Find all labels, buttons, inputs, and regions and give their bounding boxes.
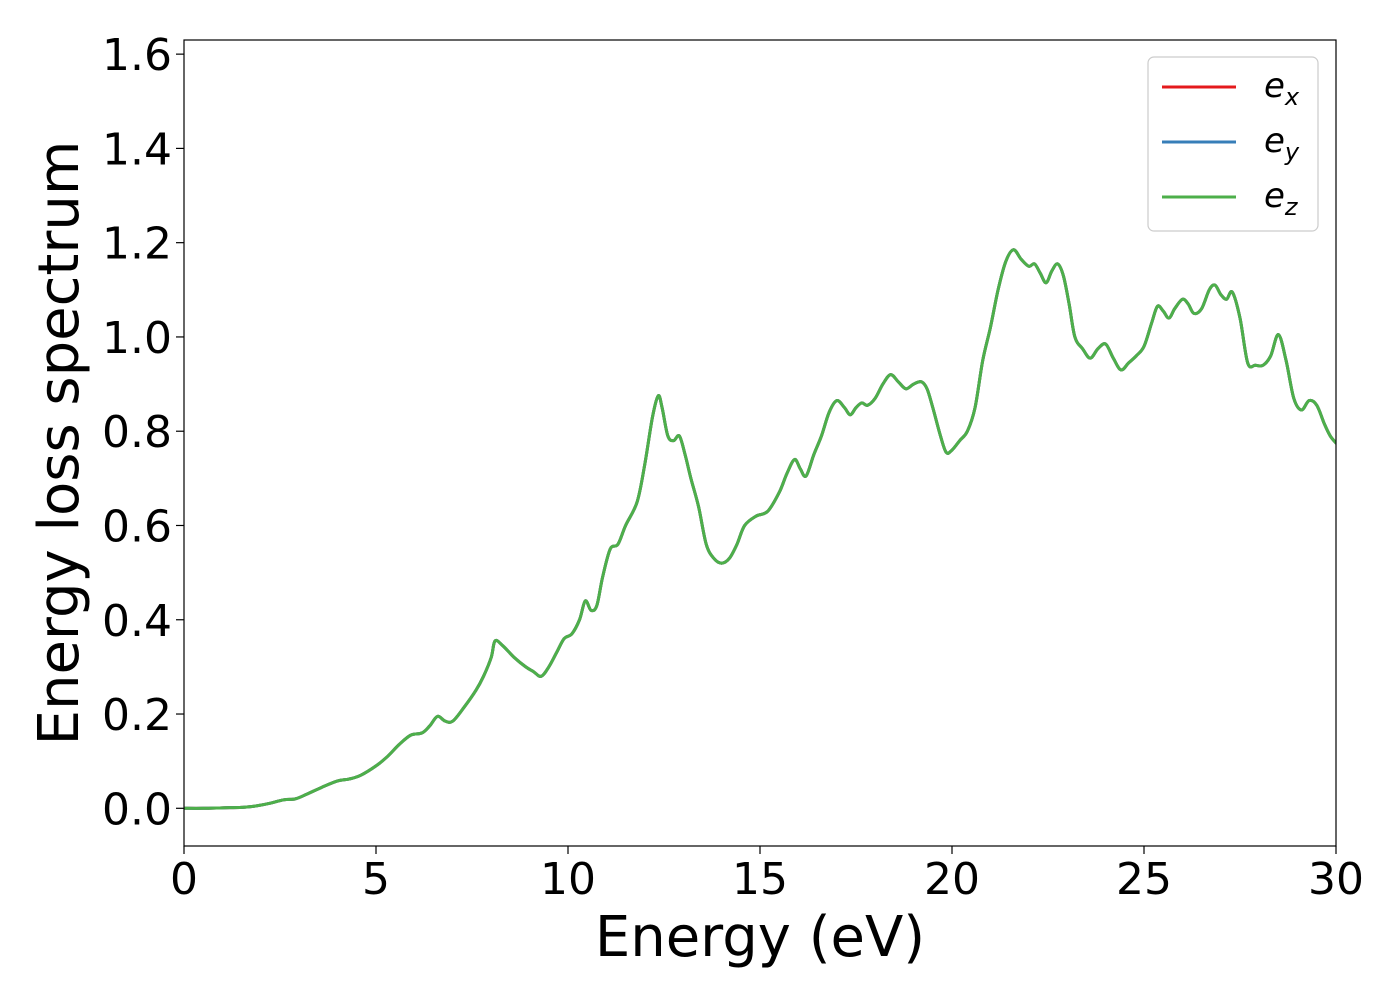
y-tick-label: 0.0: [102, 784, 172, 835]
series-line-y: [184, 248, 1336, 810]
y-tick-label: 0.8: [102, 407, 172, 458]
x-tick-label: 20: [924, 854, 980, 905]
series-line-x: [184, 248, 1336, 810]
legend-label-y: ey: [1264, 121, 1300, 166]
x-axis-label: Energy (eV): [595, 905, 925, 970]
x-tick-label: 30: [1308, 854, 1364, 905]
legend-label-x: ex: [1264, 66, 1300, 111]
y-tick-label: 0.6: [102, 501, 172, 552]
legend: ex ey ez: [1147, 56, 1319, 232]
y-tick-label: 0.4: [102, 596, 172, 647]
series-layer: [184, 248, 1336, 810]
series-line-z: [184, 248, 1336, 810]
y-tick-label: 1.0: [102, 313, 172, 364]
y-tick-label: 1.2: [102, 219, 172, 270]
x-tick-label: 15: [732, 854, 788, 905]
legend-label-z: ez: [1264, 176, 1299, 221]
x-tick-label: 10: [540, 854, 596, 905]
x-tick-label: 5: [362, 854, 390, 905]
legend-box: [1147, 56, 1319, 232]
y-tick-label: 1.6: [102, 30, 172, 81]
y-tick-label: 0.2: [102, 690, 172, 741]
y-tick-label: 1.4: [102, 124, 172, 175]
x-tick-label: 0: [170, 854, 198, 905]
y-axis-label: Energy loss spectrum: [27, 141, 92, 746]
ticks-layer: 0 5 10 15 20 25 30 0.0 0.2 0.4 0.6 0.8 1.0 1.2 1.4 1.6: [102, 30, 1364, 905]
x-tick-label: 25: [1116, 854, 1172, 905]
